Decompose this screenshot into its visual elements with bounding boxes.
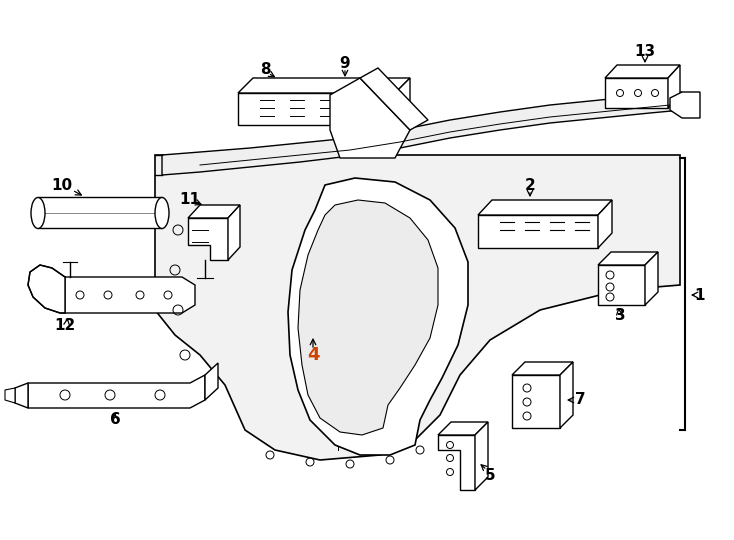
Polygon shape (65, 277, 195, 313)
Polygon shape (38, 197, 162, 228)
Polygon shape (560, 362, 573, 428)
Text: 10: 10 (51, 178, 73, 192)
Ellipse shape (31, 198, 45, 228)
Polygon shape (5, 388, 15, 403)
Polygon shape (288, 178, 468, 455)
Polygon shape (438, 435, 475, 490)
Polygon shape (668, 65, 680, 108)
Text: 6: 6 (109, 413, 120, 428)
Text: 3: 3 (614, 307, 625, 322)
Polygon shape (155, 155, 680, 460)
Text: 12: 12 (54, 318, 76, 333)
Polygon shape (228, 205, 240, 260)
Polygon shape (298, 200, 438, 435)
Polygon shape (605, 65, 680, 78)
Polygon shape (598, 265, 645, 305)
Text: 4: 4 (307, 346, 319, 364)
Polygon shape (438, 422, 488, 435)
Polygon shape (598, 200, 612, 248)
Text: 2: 2 (525, 178, 535, 192)
Polygon shape (238, 78, 410, 93)
Polygon shape (512, 362, 573, 375)
Polygon shape (162, 92, 682, 175)
Text: 1: 1 (695, 287, 705, 302)
Polygon shape (512, 375, 560, 428)
Text: 9: 9 (340, 56, 350, 71)
Polygon shape (395, 78, 410, 125)
Ellipse shape (155, 198, 169, 228)
Text: 13: 13 (634, 44, 655, 59)
Polygon shape (188, 205, 240, 218)
Polygon shape (605, 78, 668, 108)
Polygon shape (330, 78, 410, 158)
Text: 7: 7 (575, 393, 585, 408)
Polygon shape (188, 218, 228, 260)
Text: 11: 11 (180, 192, 200, 207)
Polygon shape (360, 68, 428, 130)
Polygon shape (205, 363, 218, 400)
Polygon shape (478, 215, 598, 248)
Polygon shape (475, 422, 488, 490)
Polygon shape (645, 252, 658, 305)
Text: 5: 5 (484, 468, 495, 483)
Polygon shape (670, 92, 700, 118)
Polygon shape (28, 265, 65, 313)
Polygon shape (15, 383, 28, 408)
Polygon shape (598, 252, 658, 265)
Text: 8: 8 (260, 63, 270, 78)
Polygon shape (28, 375, 205, 408)
Polygon shape (238, 93, 395, 125)
Polygon shape (478, 200, 612, 215)
